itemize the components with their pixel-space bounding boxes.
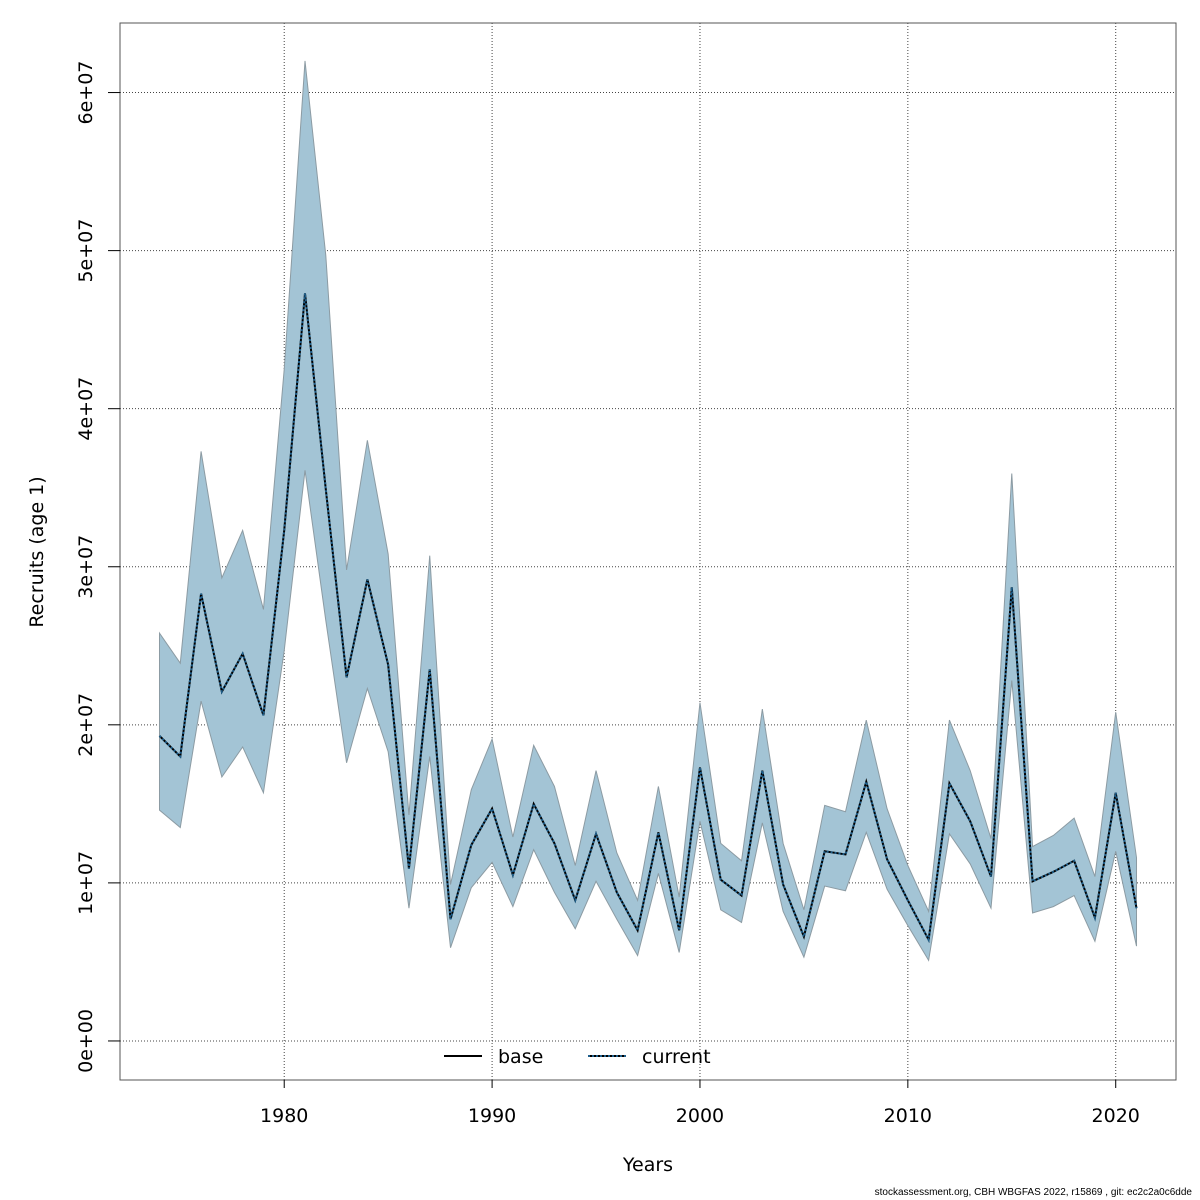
x-axis-label: Years bbox=[622, 1154, 673, 1176]
grid bbox=[120, 23, 1176, 1080]
x-tick-label: 1980 bbox=[260, 1105, 308, 1127]
y-tick-label: 2e+07 bbox=[75, 693, 97, 757]
x-tick-label: 2010 bbox=[884, 1105, 932, 1127]
legend: base current bbox=[444, 1046, 711, 1068]
y-tick-label: 0e+00 bbox=[75, 1009, 97, 1073]
y-tick-label: 5e+07 bbox=[75, 219, 97, 283]
y-tick-label: 6e+07 bbox=[75, 61, 97, 125]
y-axis: 0e+00 1e+07 2e+07 3e+07 4e+07 5e+07 6e+07 bbox=[75, 61, 120, 1073]
confidence-band bbox=[158, 60, 1137, 962]
legend-label-current: current bbox=[642, 1046, 711, 1068]
x-tick-label: 1990 bbox=[468, 1105, 516, 1127]
y-tick-label: 3e+07 bbox=[75, 535, 97, 599]
footer-credit: stockassessment.org, CBH WBGFAS 2022, r1… bbox=[874, 1187, 1192, 1198]
legend-label-base: base bbox=[498, 1046, 543, 1068]
x-tick-label: 2020 bbox=[1092, 1105, 1140, 1127]
x-axis: 1980 1990 2000 2010 2020 bbox=[260, 1080, 1140, 1127]
y-tick-label: 1e+07 bbox=[75, 851, 97, 915]
plot-frame bbox=[119, 22, 1177, 1081]
y-tick-label: 4e+07 bbox=[75, 377, 97, 441]
x-tick-label: 2000 bbox=[676, 1105, 724, 1127]
series-line-current bbox=[158, 293, 1138, 944]
y-axis-label: Recruits (age 1) bbox=[26, 476, 48, 627]
